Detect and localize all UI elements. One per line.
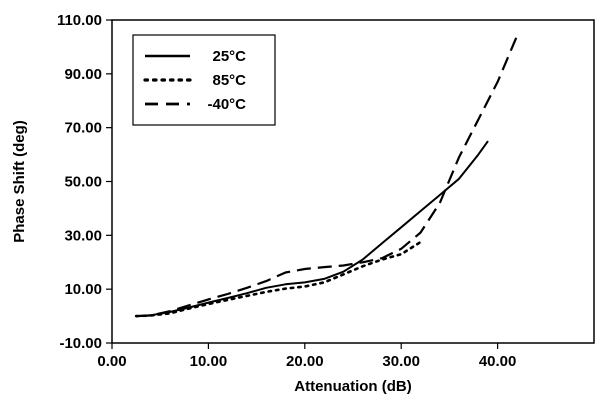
x-tick-label: 10.00 bbox=[190, 353, 228, 370]
legend: 25°C 85°C -40°C bbox=[132, 34, 276, 126]
series-line-0 bbox=[136, 140, 489, 318]
x-axis-title: Attenuation (dB) bbox=[294, 378, 411, 395]
x-tick-label: 40.00 bbox=[479, 353, 517, 370]
y-tick-label: -10.00 bbox=[59, 335, 102, 352]
ticks-layer: 0.00 10.00 20.00 30.00 40.00 -10.00 10.00 30.00… bbox=[57, 12, 516, 370]
y-tick-label: 30.00 bbox=[64, 227, 102, 244]
x-tick-label: 20.00 bbox=[286, 353, 324, 370]
series-line-1 bbox=[134, 240, 422, 318]
y-axis-title: Phase Shift (deg) bbox=[11, 120, 28, 243]
y-tick-label: 90.00 bbox=[64, 66, 102, 83]
legend-label-2: -40°C bbox=[207, 96, 246, 113]
x-tick-label: 30.00 bbox=[382, 353, 420, 370]
legend-label-1: 85°C bbox=[212, 72, 246, 89]
y-tick-label: 10.00 bbox=[64, 281, 102, 298]
y-tick-label: 110.00 bbox=[57, 12, 102, 29]
series-line-2 bbox=[136, 35, 518, 318]
y-tick-label: 50.00 bbox=[64, 174, 102, 191]
y-tick-label: 70.00 bbox=[64, 120, 102, 137]
series-layer bbox=[134, 35, 518, 318]
x-tick-label: 0.00 bbox=[97, 353, 126, 370]
legend-label-0: 25°C bbox=[212, 48, 246, 65]
